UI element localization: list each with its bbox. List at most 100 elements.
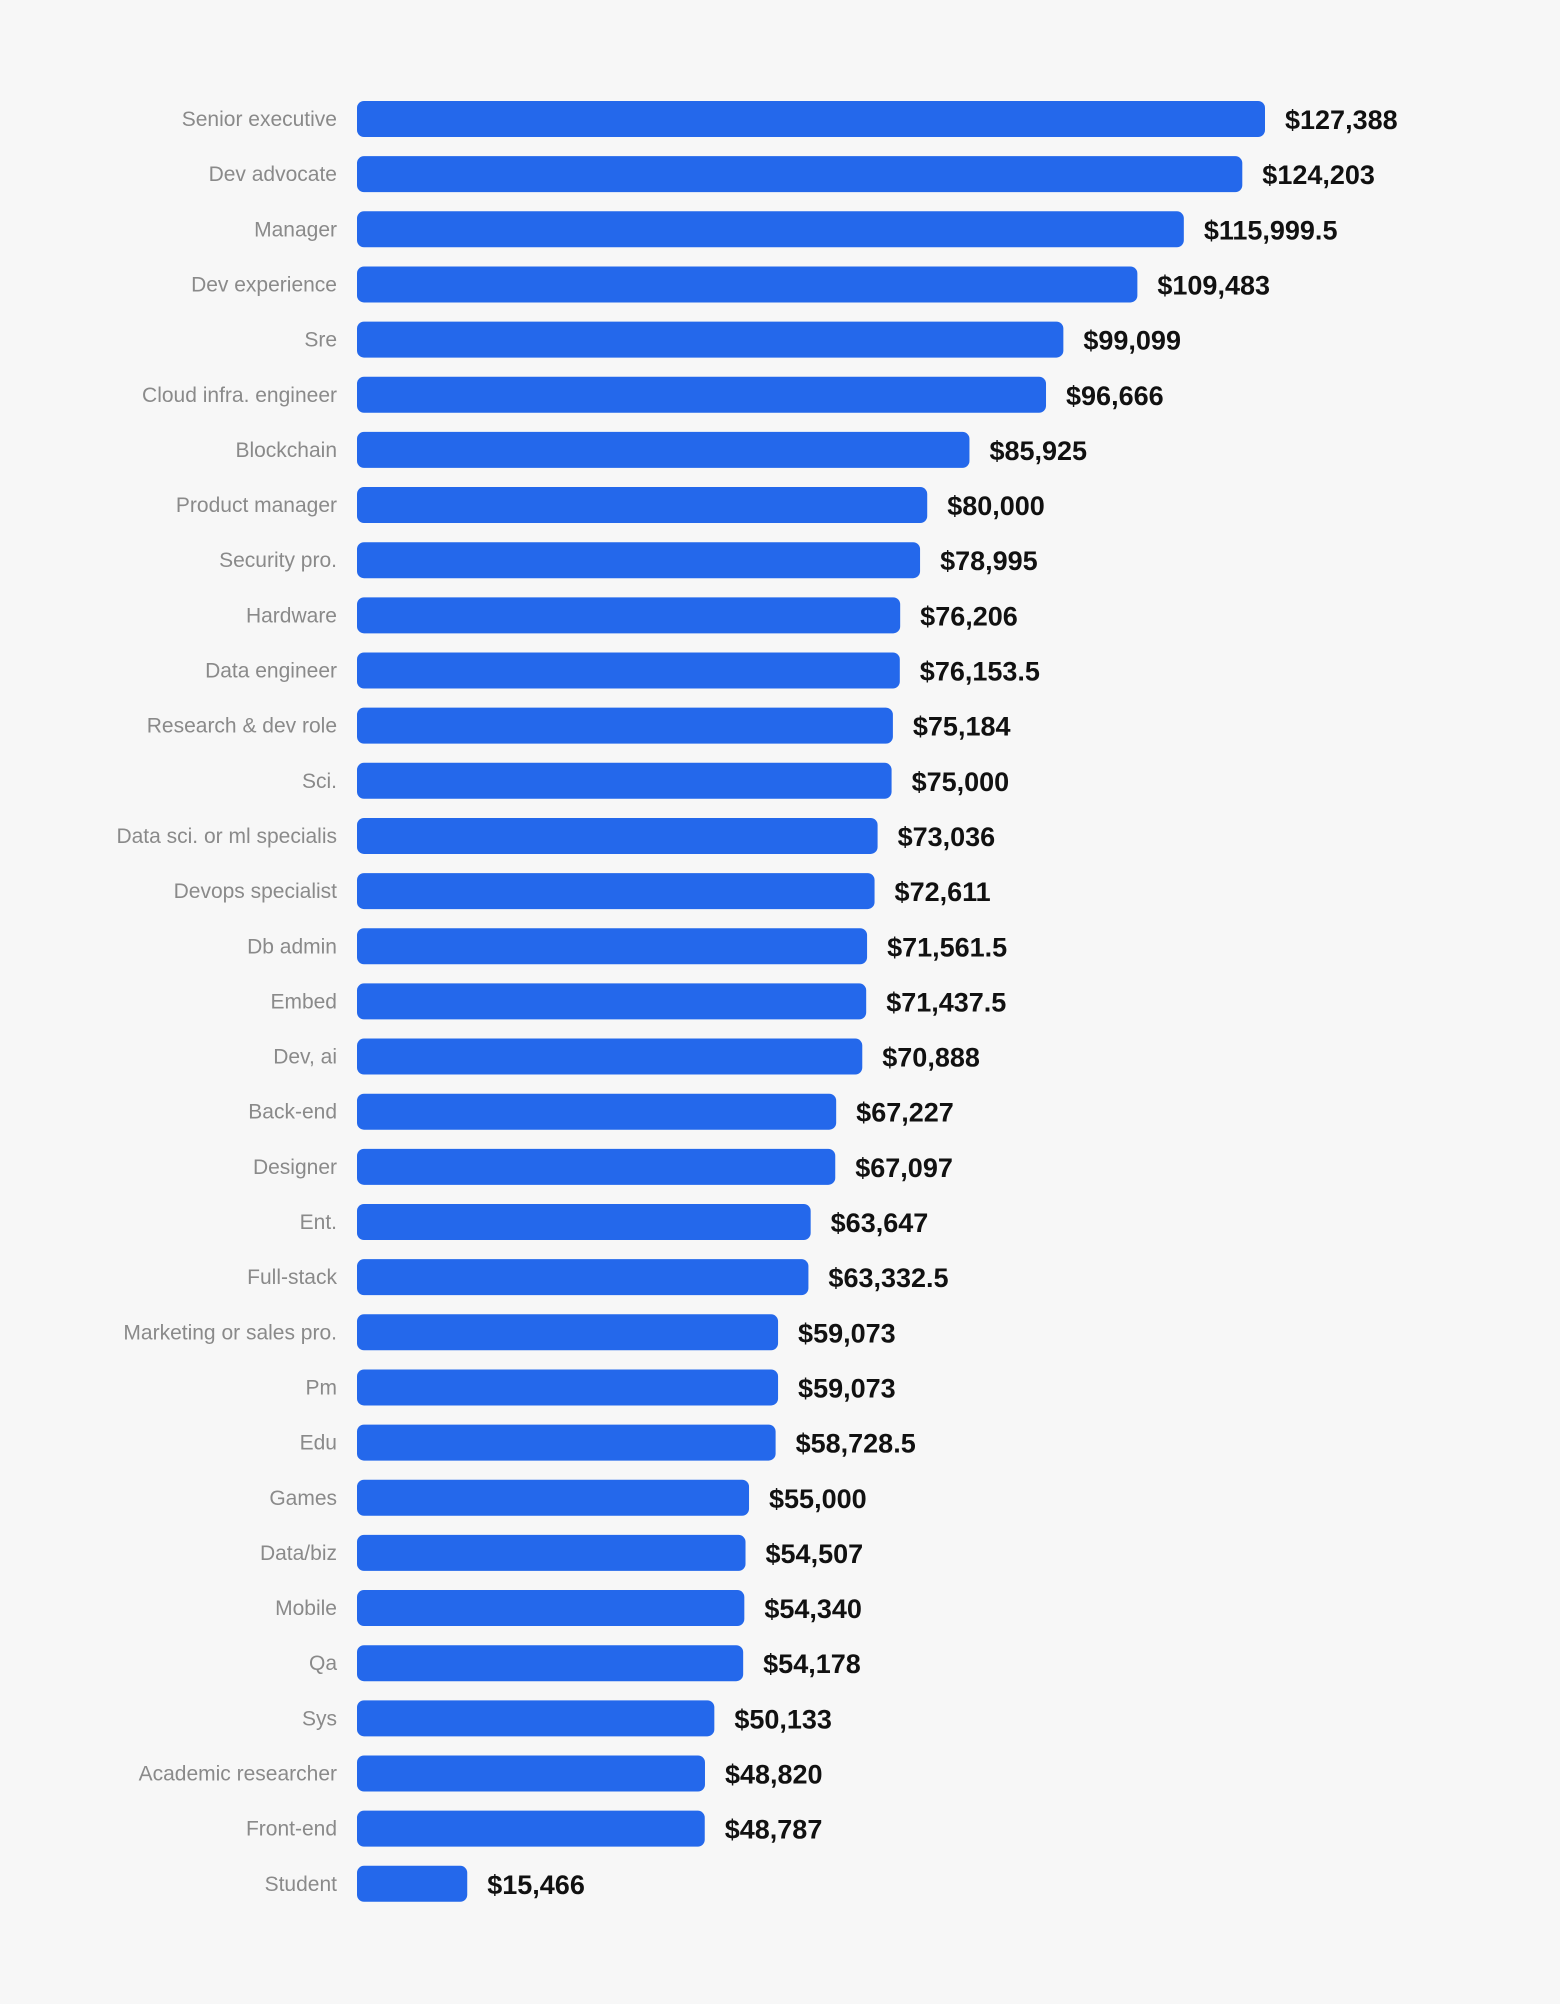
value-label: $78,995 <box>940 546 1038 576</box>
category-label: Back-end <box>248 1101 337 1124</box>
value-label: $124,203 <box>1262 160 1375 190</box>
bar <box>357 431 970 468</box>
bar <box>357 542 921 579</box>
value-label: $59,073 <box>798 1373 896 1403</box>
bar-row: Product manager $80,000 <box>176 487 1045 524</box>
value-label: $96,666 <box>1066 381 1164 411</box>
bar-row: Senior executive $127,388 <box>182 101 1398 137</box>
bar <box>357 376 1047 413</box>
value-label: $109,483 <box>1157 270 1270 300</box>
category-label: Db admin <box>247 935 337 958</box>
bar-row: Full-stack $63,332.5 <box>247 1259 949 1296</box>
category-label: Security pro. <box>219 549 337 572</box>
value-label: $73,036 <box>898 822 996 852</box>
category-label: Qa <box>309 1652 337 1675</box>
bar-row: Back-end $67,227 <box>248 1093 954 1130</box>
category-label: Marketing or sales pro. <box>123 1321 337 1344</box>
category-label: Mobile <box>275 1597 337 1620</box>
bar-row: Games $55,000 <box>269 1479 867 1516</box>
category-label: Front-end <box>246 1818 337 1841</box>
value-label: $75,184 <box>913 712 1011 742</box>
bar <box>357 1534 746 1571</box>
bar <box>357 1755 705 1792</box>
bar <box>357 652 900 689</box>
category-label: Academic researcher <box>139 1763 337 1786</box>
value-label: $15,466 <box>487 1870 585 1900</box>
bar-row: Hardware $76,206 <box>246 597 1018 634</box>
bar-row: Mobile $54,340 <box>275 1590 862 1627</box>
bar-row: Front-end $48,787 <box>246 1810 823 1847</box>
category-label: Devops specialist <box>174 880 338 903</box>
value-label: $48,787 <box>725 1815 823 1845</box>
value-label: $71,561.5 <box>887 932 1007 962</box>
bar <box>357 1810 705 1847</box>
value-label: $72,611 <box>895 877 991 907</box>
category-label: Student <box>265 1873 338 1896</box>
category-label: Sre <box>304 329 337 352</box>
category-label: Data engineer <box>205 660 337 683</box>
value-label: $54,507 <box>766 1539 864 1569</box>
bar-row: Embed $71,437.5 <box>270 983 1006 1020</box>
value-label: $71,437.5 <box>886 987 1006 1017</box>
value-label: $115,999.5 <box>1204 215 1338 245</box>
bar <box>357 762 892 799</box>
bar <box>357 211 1184 248</box>
category-label: Dev advocate <box>209 163 337 186</box>
category-label: Dev experience <box>191 273 337 296</box>
bar <box>357 928 868 965</box>
category-label: Ent. <box>300 1211 337 1234</box>
value-label: $76,153.5 <box>920 657 1040 687</box>
bar-row: Db admin $71,561.5 <box>247 928 1007 965</box>
bar <box>357 1259 809 1296</box>
category-label: Games <box>269 1487 337 1510</box>
value-label: $80,000 <box>947 491 1045 521</box>
value-label: $67,097 <box>855 1153 953 1183</box>
bar <box>357 1865 468 1902</box>
value-label: $63,647 <box>831 1208 929 1238</box>
bar-row: Data sci. or ml specialis $73,036 <box>116 817 996 854</box>
value-label: $63,332.5 <box>828 1263 948 1293</box>
bar-row: Marketing or sales pro. $59,073 <box>123 1314 896 1351</box>
bar-row: Data/biz $54,507 <box>260 1534 864 1571</box>
category-label: Dev, ai <box>273 1046 337 1069</box>
value-label: $76,206 <box>920 601 1018 631</box>
category-label: Designer <box>253 1156 337 1179</box>
bar-row: Qa $54,178 <box>309 1645 861 1682</box>
bar <box>357 1645 744 1682</box>
category-label: Hardware <box>246 604 337 627</box>
category-label: Manager <box>254 218 337 241</box>
bar <box>357 101 1265 137</box>
value-label: $59,073 <box>798 1318 896 1348</box>
bar-row: Student $15,466 <box>265 1865 585 1902</box>
value-label: $85,925 <box>989 436 1087 466</box>
bar-row: Edu $58,728.5 <box>300 1424 916 1461</box>
bar-row: Security pro. $78,995 <box>219 542 1038 579</box>
category-label: Edu <box>300 1432 337 1455</box>
category-label: Sys <box>302 1707 337 1730</box>
bar <box>357 1424 776 1461</box>
bar <box>357 983 867 1020</box>
value-label: $67,227 <box>856 1098 954 1128</box>
bar-row: Ent. $63,647 <box>300 1204 929 1240</box>
bar-row: Academic researcher $48,820 <box>139 1755 823 1792</box>
value-label: $54,178 <box>763 1649 861 1679</box>
bar <box>357 321 1064 358</box>
bar-row: Pm $59,073 <box>306 1369 896 1406</box>
bar <box>357 873 875 910</box>
bar <box>357 1204 811 1240</box>
value-label: $127,388 <box>1285 105 1398 135</box>
bar-row: Research & dev role $75,184 <box>147 707 1011 744</box>
category-label: Blockchain <box>235 439 337 462</box>
bar-row: Dev, ai $70,888 <box>273 1038 980 1075</box>
value-label: $75,000 <box>912 767 1010 797</box>
bar-row: Manager $115,999.5 <box>254 211 1338 248</box>
bar-row: Designer $67,097 <box>253 1148 953 1185</box>
category-label: Cloud infra. engineer <box>142 384 337 407</box>
category-label: Embed <box>270 990 337 1013</box>
bar-row: Sys $50,133 <box>302 1700 832 1737</box>
category-label: Data sci. or ml specialis <box>116 825 337 848</box>
bar <box>357 1479 750 1516</box>
value-label: $54,340 <box>764 1594 862 1624</box>
bar <box>357 817 878 854</box>
